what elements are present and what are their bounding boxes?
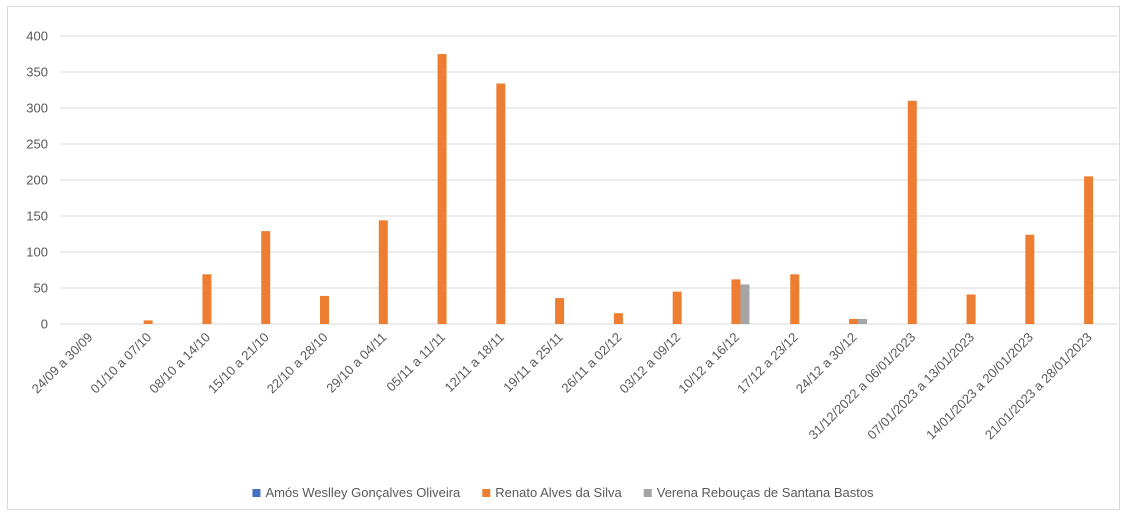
legend-swatch <box>643 489 652 497</box>
x-tick-label: 22/10 a 28/10 <box>264 330 331 397</box>
bar <box>790 274 800 324</box>
bar <box>496 83 506 325</box>
x-tick-label: 03/12 a 09/12 <box>616 330 683 397</box>
x-tick-label: 19/11 a 25/11 <box>500 330 565 395</box>
bar <box>1084 176 1094 324</box>
bar <box>261 231 271 324</box>
legend: Amós Weslley Gonçalves Oliveira Renato Al… <box>252 485 874 500</box>
x-tick-label: 15/10 a 21/10 <box>205 330 272 397</box>
bar <box>437 54 447 324</box>
y-axis: 0 50 100 150 200 250 300 350 400 <box>26 29 48 332</box>
bar <box>143 320 153 324</box>
chart-area <box>7 6 1120 510</box>
x-tick-label: 08/10 a 14/10 <box>146 330 213 397</box>
x-tick-label: 21/01/2023 a 28/01/2023 <box>982 330 1095 443</box>
legend-swatch <box>252 489 261 497</box>
y-tick-label: 0 <box>41 317 48 332</box>
bar <box>849 318 858 324</box>
bar <box>672 291 682 324</box>
bars <box>143 54 1094 325</box>
gridlines <box>60 35 1118 325</box>
bar <box>613 313 623 324</box>
x-tick-label: 01/10 a 07/10 <box>87 330 154 397</box>
bar <box>907 100 917 324</box>
bar <box>1025 234 1035 324</box>
x-tick-label: 05/11 a 11/11 <box>383 330 448 395</box>
legend-label: Renato Alves da Silva <box>495 485 622 500</box>
x-tick-label: 24/09 a 30/09 <box>29 330 96 397</box>
y-tick-label: 100 <box>26 245 48 260</box>
x-tick-label: 29/10 a 04/11 <box>323 330 389 396</box>
bar <box>966 294 976 324</box>
bar <box>320 295 329 324</box>
x-tick-label: 10/12 a 16/12 <box>675 330 742 397</box>
x-tick-label: 14/01/2023 a 20/01/2023 <box>923 330 1036 443</box>
y-tick-label: 400 <box>26 29 48 44</box>
bar <box>858 318 867 324</box>
x-tick-label: 17/12 a 23/12 <box>734 330 801 397</box>
y-tick-label: 150 <box>26 209 48 224</box>
y-tick-label: 350 <box>26 65 48 80</box>
bar <box>731 279 741 324</box>
y-tick-label: 200 <box>26 173 48 188</box>
x-tick-label: 12/11 a 18/11 <box>441 330 506 395</box>
y-tick-label: 300 <box>26 101 48 116</box>
y-tick-label: 250 <box>26 137 48 152</box>
y-tick-label: 50 <box>34 281 48 296</box>
bar <box>555 298 565 324</box>
bar <box>378 220 388 324</box>
bar <box>740 284 750 324</box>
legend-swatch <box>482 489 491 497</box>
bar <box>202 274 212 324</box>
x-tick-label: 26/11 a 02/12 <box>558 330 624 396</box>
legend-label: Amós Weslley Gonçalves Oliveira <box>265 485 461 500</box>
legend-label: Verena Rebouças de Santana Bastos <box>657 485 874 500</box>
x-tick-label: 31/12/2022 a 06/01/2023 <box>806 330 919 443</box>
x-tick-label: 07/01/2023 a 13/01/2023 <box>864 330 977 443</box>
